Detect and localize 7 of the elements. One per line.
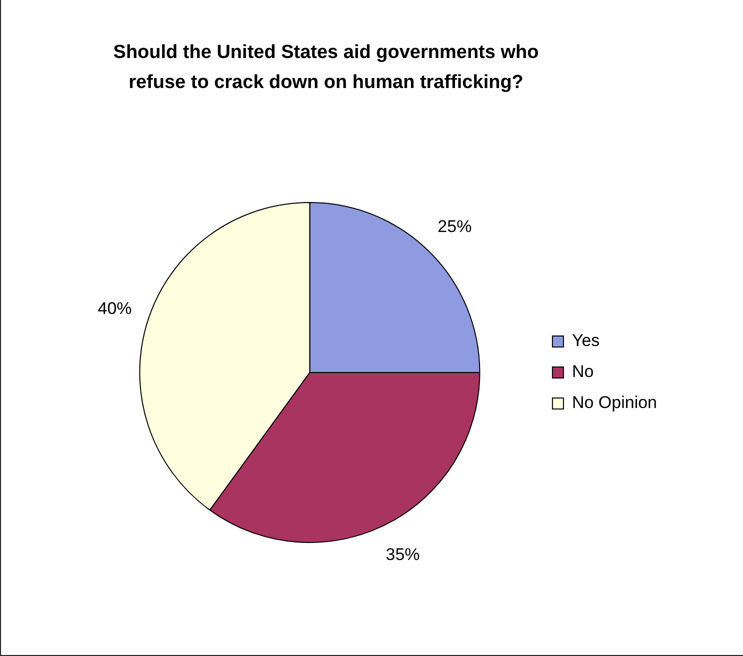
data-label: 25% xyxy=(438,217,472,236)
data-label: 40% xyxy=(98,298,132,318)
legend-label: No xyxy=(572,362,594,382)
chart-title: Should the United States aid governments who refuse to crack down on human trafficking? xyxy=(112,41,540,95)
legend-label: No Opinion xyxy=(572,393,658,412)
legend-label: Yes xyxy=(572,331,600,350)
data-label: 35% xyxy=(386,544,420,564)
